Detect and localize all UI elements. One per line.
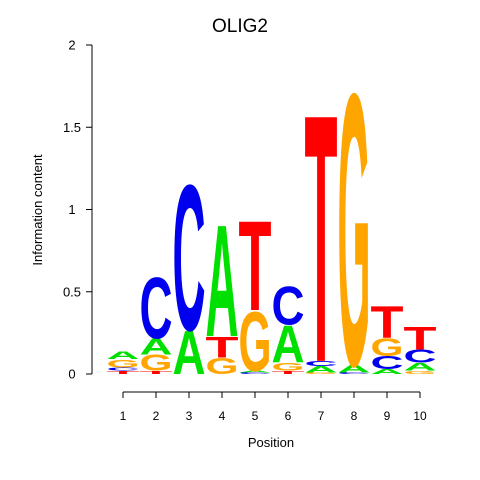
logo-letter-glyph: G	[338, 13, 371, 447]
logo-letter-g: G	[272, 360, 305, 373]
logo-letter-a: A	[239, 370, 272, 373]
logo-letter-a: A	[173, 318, 206, 387]
logo-letter-glyph: C	[173, 142, 206, 374]
logo-letter-g: G	[338, 13, 371, 447]
logo-letter-c: C	[239, 372, 272, 375]
y-tick-label: 1.5	[63, 120, 81, 135]
logo-letter-a: A	[371, 368, 404, 376]
logo-letter-glyph: G	[371, 334, 404, 362]
y-tick-label: 0.5	[63, 284, 81, 299]
logo-letter-glyph: A	[107, 349, 140, 362]
logo-letter-glyph: C	[371, 353, 404, 373]
logo-letter-c: C	[107, 367, 140, 372]
logo-letter-t: T	[206, 332, 239, 365]
logo-letter-c: C	[272, 275, 305, 337]
logo-letter-glyph: G	[140, 351, 173, 376]
logo-letter-glyph: T	[107, 370, 140, 375]
logo-letter-glyph: C	[140, 259, 173, 357]
x-tick-label: 4	[219, 409, 226, 423]
x-tick-label: 1	[120, 409, 127, 423]
x-tick-label: 9	[384, 409, 391, 423]
logo-letter-glyph: T	[140, 370, 173, 375]
logo-letter-glyph: A	[305, 364, 338, 374]
logo-letter-glyph: A	[239, 370, 272, 373]
logo-letter-glyph: T	[272, 370, 305, 375]
logo-letter-glyph: C	[404, 347, 437, 367]
x-tick-label: 7	[318, 409, 325, 423]
logo-letter-c: C	[140, 259, 173, 357]
logo-letter-glyph: C	[272, 275, 305, 337]
logo-letter-t: T	[272, 370, 305, 375]
y-tick-label: 0	[68, 367, 75, 382]
logo-letter-g: G	[404, 370, 437, 375]
logo-letter-a: A	[206, 192, 239, 370]
x-tick-label: 5	[252, 409, 259, 423]
y-tick-label: 2	[68, 38, 75, 53]
logo-letter-g: G	[239, 295, 272, 390]
logo-letter-a: A	[338, 362, 371, 375]
logo-letter-glyph: A	[404, 361, 437, 374]
logo-letter-c: C	[404, 347, 437, 367]
logo-letter-glyph: G	[239, 295, 272, 390]
logo-letter-glyph: A	[173, 318, 206, 387]
logo-letter-c: C	[371, 353, 404, 373]
logo-letter-glyph: A	[371, 368, 404, 376]
logo-letter-a: A	[107, 349, 140, 362]
logo-letter-g: G	[107, 357, 140, 370]
logo-letter-c: C	[173, 142, 206, 374]
logo-letter-g: G	[371, 334, 404, 362]
logo-letter-g: G	[140, 351, 173, 376]
x-tick-label: 8	[351, 409, 358, 423]
logo-letter-t: T	[107, 370, 140, 375]
logo-letter-a: A	[305, 364, 338, 374]
logo-letter-glyph: A	[206, 192, 239, 370]
x-axis-label: Position	[248, 435, 294, 450]
logo-letter-a: A	[272, 316, 305, 375]
logo-letter-glyph: C	[107, 367, 140, 372]
logo-letter-glyph: G	[107, 357, 140, 370]
logo-letter-glyph: G	[404, 370, 437, 375]
logo-letter-c: C	[338, 372, 371, 375]
logo-letter-t: T	[404, 321, 437, 356]
logo-letter-glyph: T	[239, 194, 272, 337]
y-axis-label: Information content	[30, 154, 45, 266]
logo-letter-c: C	[305, 359, 338, 367]
logo-letter-a: A	[140, 333, 173, 359]
logo-letter-t: T	[140, 370, 173, 375]
logo-letter-glyph: C	[338, 372, 371, 375]
logo-letter-glyph: T	[371, 297, 404, 348]
logo-letter-glyph: T	[305, 41, 338, 437]
x-tick-label: 3	[186, 409, 193, 423]
x-tick-label: 2	[153, 409, 160, 423]
logo-letter-t: T	[239, 194, 272, 337]
logo-letter-g: G	[305, 372, 338, 375]
x-tick-label: 6	[285, 409, 292, 423]
logo-letter-glyph: G	[206, 354, 239, 379]
logo-letter-glyph: C	[239, 372, 272, 375]
logo-letter-glyph: A	[338, 362, 371, 375]
logo-letter-t: T	[305, 41, 338, 437]
logo-letter-g: G	[206, 354, 239, 379]
logo-letter-t: T	[371, 297, 404, 348]
logo-letter-glyph: C	[305, 359, 338, 367]
logo-letter-glyph: G	[305, 372, 338, 375]
logo-letter-glyph: A	[140, 333, 173, 359]
logo-letter-glyph: T	[206, 332, 239, 365]
x-tick-label: 10	[413, 409, 427, 423]
logo-letter-glyph: A	[272, 316, 305, 375]
chart-title: OLIG2	[212, 16, 268, 37]
x-ticks: 1 2 3 4 5 6 7 8 9 10	[120, 392, 427, 423]
logo-letter-glyph: T	[404, 321, 437, 356]
y-tick-label: 1	[68, 202, 75, 217]
logo-letter-glyph: G	[272, 360, 305, 373]
logo-letter-a: A	[404, 361, 437, 374]
y-ticks: 0 0.5 1 1.5 2	[63, 38, 92, 382]
